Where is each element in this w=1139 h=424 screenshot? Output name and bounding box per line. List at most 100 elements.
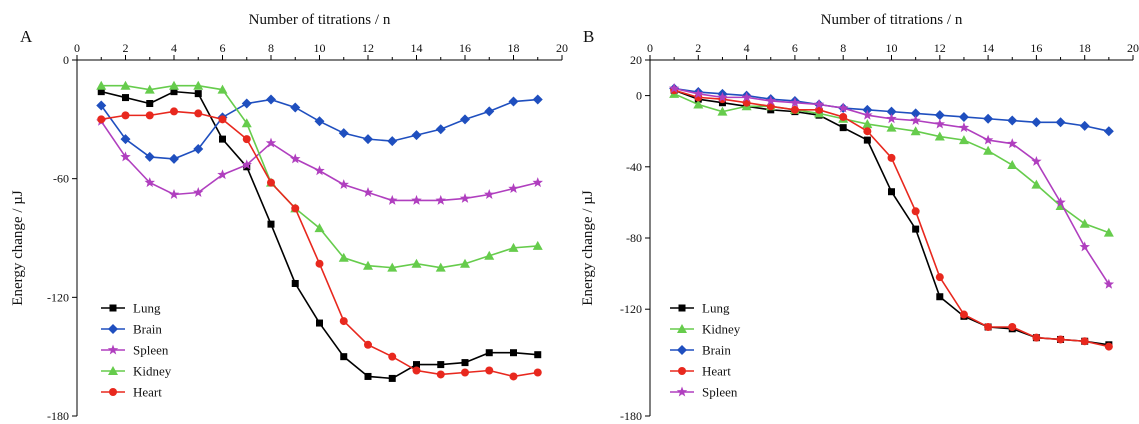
data-point-lung	[462, 359, 469, 366]
data-point-heart	[936, 273, 944, 281]
data-point-brain	[1031, 117, 1041, 127]
panel-label: A	[20, 27, 33, 46]
data-point-heart	[863, 127, 871, 135]
legend-label: Spleen	[702, 385, 738, 400]
data-point-kidney	[412, 259, 422, 268]
data-point-heart	[1008, 323, 1016, 331]
x-tick-label: 20	[556, 41, 568, 55]
data-point-heart	[791, 106, 799, 114]
legend-label: Heart	[133, 385, 162, 400]
legend-label: Spleen	[133, 343, 169, 358]
data-point-spleen	[1079, 241, 1089, 251]
legend: LungBrainSpleenKidneyHeart	[101, 301, 172, 400]
data-point-brain	[339, 128, 349, 138]
series-brain	[96, 95, 543, 164]
data-point-spleen	[411, 195, 421, 205]
data-point-heart	[146, 111, 154, 119]
data-point-lung	[864, 137, 871, 144]
data-point-brain	[436, 124, 446, 134]
legend-item-kidney: Kidney	[670, 322, 741, 337]
data-point-heart	[291, 204, 299, 212]
legend-label: Brain	[702, 343, 731, 358]
panel-label: B	[583, 27, 594, 46]
data-point-heart	[767, 102, 775, 110]
data-point-brain	[533, 95, 543, 105]
legend-marker-spleen	[108, 345, 118, 355]
data-point-heart	[97, 115, 105, 123]
legend-marker-brain	[677, 345, 687, 355]
legend-item-kidney: Kidney	[101, 364, 172, 379]
data-point-lung	[389, 375, 396, 382]
data-point-brain	[387, 136, 397, 146]
data-point-spleen	[339, 179, 349, 189]
x-tick-label: 0	[647, 41, 653, 55]
data-point-lung	[340, 353, 347, 360]
data-point-heart	[461, 368, 469, 376]
legend-marker-spleen	[677, 387, 687, 397]
data-point-brain	[169, 154, 179, 164]
data-point-spleen	[935, 119, 945, 129]
data-point-spleen	[910, 115, 920, 125]
chart-panel-b: 0 2 4 6 8 10 12 14 16 18 20 20 0 -40 -80 -120 -180 Number…	[580, 12, 1139, 423]
x-tick-label: 8	[268, 41, 274, 55]
data-point-spleen	[436, 195, 446, 205]
data-point-brain	[315, 116, 325, 126]
series-spleen	[669, 83, 1114, 289]
x-tick-label: 20	[1127, 41, 1139, 55]
y-tick-label: -120	[47, 290, 69, 304]
legend-marker-lung	[110, 305, 117, 312]
data-point-heart	[1032, 334, 1040, 342]
legend: LungKidneyBrainHeartSpleen	[670, 301, 741, 400]
legend-item-heart: Heart	[101, 385, 162, 400]
x-tick-label: 2	[695, 41, 701, 55]
chart-panel-a: 0 2 4 6 8 10 12 14 16 18 20 0 -60 -120 -180 Number of t…	[10, 12, 568, 423]
x-tick-label: 4	[171, 41, 177, 55]
data-point-spleen	[484, 189, 494, 199]
data-point-lung	[840, 124, 847, 131]
data-point-brain	[290, 102, 300, 112]
data-point-heart	[243, 135, 251, 143]
data-point-lung	[292, 280, 299, 287]
x-tick-label: 16	[1030, 41, 1042, 55]
data-point-lung	[316, 320, 323, 327]
data-point-heart	[984, 323, 992, 331]
series-kidney	[96, 81, 543, 272]
data-point-heart	[316, 260, 324, 268]
legend-item-spleen: Spleen	[670, 385, 738, 400]
data-point-spleen	[290, 153, 300, 163]
data-point-heart	[194, 109, 202, 117]
data-point-heart	[534, 368, 542, 376]
data-point-spleen	[460, 193, 470, 203]
x-tick-label: 4	[744, 41, 750, 55]
data-point-lung	[486, 349, 493, 356]
x-axis-title: Number of titrations / n	[249, 12, 391, 28]
series-line-spleen	[101, 121, 538, 200]
data-point-heart	[340, 317, 348, 325]
y-tick-label: 0	[63, 53, 69, 67]
data-point-heart	[1081, 337, 1089, 345]
data-point-heart	[413, 367, 421, 375]
series-spleen	[96, 116, 543, 205]
x-tick-label: 16	[459, 41, 471, 55]
x-tick-label: 6	[792, 41, 798, 55]
data-point-brain	[1104, 126, 1114, 136]
data-point-heart	[485, 367, 493, 375]
x-tick-label: 10	[886, 41, 898, 55]
data-point-heart	[815, 106, 823, 114]
data-point-heart	[267, 179, 275, 187]
legend-marker-heart	[109, 388, 117, 396]
data-point-spleen	[508, 183, 518, 193]
data-point-spleen	[886, 113, 896, 123]
data-point-brain	[959, 112, 969, 122]
data-point-heart	[960, 311, 968, 319]
data-point-heart	[888, 154, 896, 162]
y-tick-label: -180	[620, 409, 642, 423]
x-tick-label: 0	[74, 41, 80, 55]
data-point-kidney	[1007, 160, 1017, 169]
legend-item-lung: Lung	[670, 301, 730, 316]
data-point-spleen	[193, 187, 203, 197]
data-point-brain	[266, 95, 276, 105]
data-point-spleen	[169, 189, 179, 199]
data-point-heart	[1105, 343, 1113, 351]
data-point-lung	[268, 221, 275, 228]
